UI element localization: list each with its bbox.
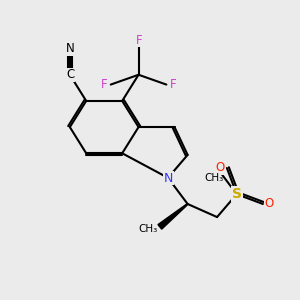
Text: F: F: [169, 78, 176, 91]
Text: O: O: [265, 197, 274, 211]
Text: C: C: [66, 68, 75, 81]
Text: CH₃: CH₃: [139, 224, 158, 233]
Text: F: F: [136, 34, 142, 47]
Polygon shape: [158, 204, 188, 229]
Text: S: S: [232, 187, 242, 201]
Text: F: F: [101, 78, 107, 91]
Text: N: N: [66, 42, 75, 55]
Text: O: O: [216, 161, 225, 175]
Text: CH₃: CH₃: [204, 173, 224, 183]
Text: N: N: [164, 172, 173, 184]
